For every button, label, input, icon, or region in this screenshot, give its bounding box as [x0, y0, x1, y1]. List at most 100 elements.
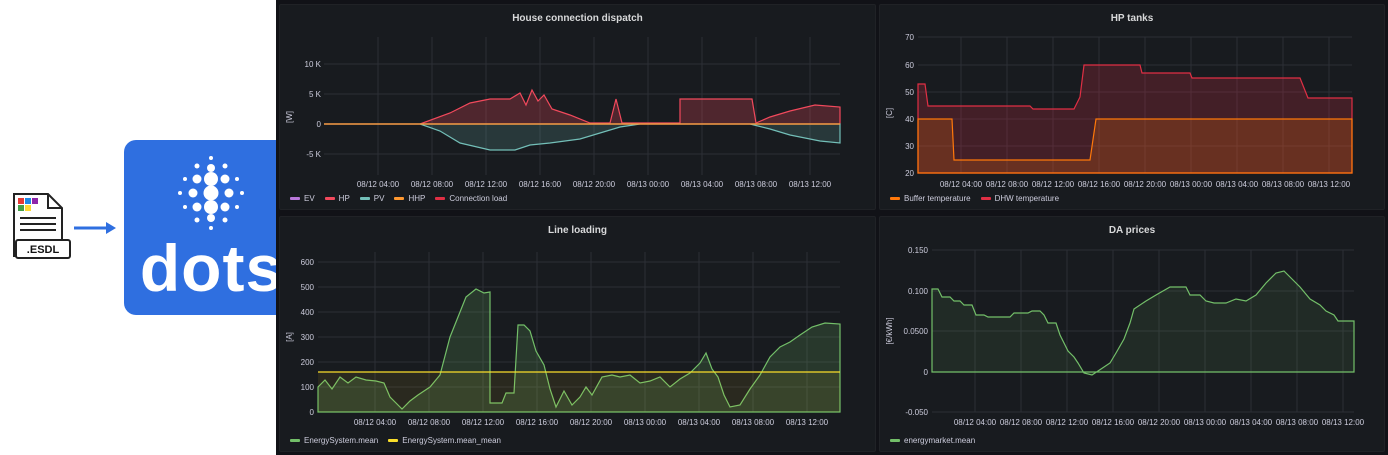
x-tick: 08/12 20:00 [573, 180, 616, 189]
legend-label: PV [373, 194, 385, 203]
legend-swatch [394, 197, 405, 200]
panel-title: House connection dispatch [512, 13, 643, 24]
x-tick: 08/12 16:00 [519, 180, 562, 189]
x-tick: 08/13 04:00 [678, 418, 721, 427]
x-tick: 08/12 04:00 [954, 418, 997, 427]
y-tick: 70 [905, 33, 914, 42]
y-tick: 60 [905, 61, 914, 70]
x-tick: 08/12 20:00 [1138, 418, 1181, 427]
y-tick: -0.050 [905, 408, 928, 417]
y-tick: 200 [301, 358, 315, 367]
panel-title: DA prices [1108, 225, 1156, 236]
y-tick: 0 [310, 408, 315, 417]
line-loading-chart: 600 500 400 300 200 100 0 [A] 08/12 04:0… [285, 252, 841, 427]
legend-item[interactable]: HHP [394, 194, 425, 203]
legend-swatch [359, 197, 370, 200]
y-tick: 50 [905, 88, 914, 97]
legend-label: Connection load [449, 194, 508, 203]
x-tick: 08/13 12:00 [1308, 180, 1351, 189]
panel-hp-tanks[interactable]: HP tanks 70 60 50 40 30 20 [C] 08 [879, 4, 1385, 210]
legend-label: energymarket.mean [904, 436, 976, 445]
y-tick: 300 [301, 333, 315, 342]
panel-title: Line loading [548, 225, 607, 236]
legend-item[interactable]: Connection load [435, 194, 507, 203]
y-tick: -5 K [306, 150, 321, 159]
dots-logo: dots [124, 140, 299, 315]
x-tick: 08/13 04:00 [1230, 418, 1273, 427]
legend-swatch [890, 197, 900, 200]
legend-item[interactable]: HP [324, 194, 350, 203]
hp-chart: 70 60 50 40 30 20 [C] 08/12 04:00 08/12 … [885, 33, 1353, 189]
y-tick: 600 [301, 258, 315, 267]
legend-item[interactable]: Buffer temperature [890, 194, 971, 203]
y-tick: 0.150 [908, 246, 929, 255]
y-tick: 30 [905, 142, 914, 151]
legend-item[interactable]: DHW temperature [980, 194, 1059, 203]
esdl-label: .ESDL [27, 244, 60, 256]
da-prices-chart: 0.150 0.100 0.0500 0 -0.050 [€/kWh] 08/1… [885, 246, 1365, 427]
y-tick: 0.0500 [904, 327, 929, 336]
x-tick: 08/13 12:00 [786, 418, 829, 427]
legend-swatch [324, 197, 335, 200]
x-tick: 08/12 08:00 [986, 180, 1029, 189]
legend-label: EnergySystem.mean [304, 436, 379, 445]
x-tick: 08/12 12:00 [1032, 180, 1075, 189]
legend-item[interactable]: EV [290, 194, 315, 203]
legend-item[interactable]: energymarket.mean [890, 436, 975, 445]
legend-label: EnergySystem.mean_mean [402, 436, 501, 445]
legend-item[interactable]: EnergySystem.mean [290, 436, 378, 445]
x-tick: 08/12 04:00 [354, 418, 397, 427]
x-tick: 08/13 08:00 [1262, 180, 1305, 189]
x-tick: 08/12 20:00 [1124, 180, 1167, 189]
y-axis-unit: [W] [285, 111, 294, 123]
legend-swatch [388, 439, 399, 442]
panel-line-loading[interactable]: Line loading 600 500 400 300 200 100 0 [… [279, 216, 876, 452]
x-tick: 08/12 16:00 [1078, 180, 1121, 189]
x-tick: 08/13 00:00 [1170, 180, 1213, 189]
x-tick: 08/13 00:00 [1184, 418, 1227, 427]
x-tick: 08/12 12:00 [465, 180, 508, 189]
x-tick: 08/13 08:00 [1276, 418, 1319, 427]
x-tick: 08/12 20:00 [570, 418, 613, 427]
x-tick: 08/13 12:00 [1322, 418, 1365, 427]
arrow-right-icon [72, 221, 116, 234]
house-chart: 10 K 5 K 0 -5 K [W] 08/12 04:00 08/12 08… [285, 37, 841, 189]
x-tick: 08/13 12:00 [789, 180, 832, 189]
legend-label: Buffer temperature [904, 194, 971, 203]
x-tick: 08/12 08:00 [1000, 418, 1043, 427]
series-pv-area [324, 123, 841, 151]
legend: EnergySystem.mean EnergySystem.mean_mean [290, 436, 501, 445]
x-tick: 08/12 12:00 [1046, 418, 1089, 427]
legend: energymarket.mean [890, 436, 975, 445]
legend-label: EV [304, 194, 315, 203]
x-tick: 08/12 12:00 [462, 418, 505, 427]
x-tick: 08/13 04:00 [1216, 180, 1259, 189]
series-energymarket-mean-area [931, 270, 1355, 376]
y-tick: 5 K [309, 90, 322, 99]
legend-swatch [890, 439, 900, 442]
series-buffer-area [917, 118, 1353, 174]
legend: EV HP PV HHP Connection load [290, 194, 507, 203]
series-energysystem-mean-area [317, 288, 841, 413]
legend-swatch [435, 197, 446, 200]
legend-item[interactable]: PV [359, 194, 385, 203]
legend-label: HP [338, 194, 350, 203]
panel-house-connection-dispatch[interactable]: House connection dispatch 10 K 5 K 0 -5 … [279, 4, 876, 210]
x-tick: 08/12 16:00 [1092, 418, 1135, 427]
legend: Buffer temperature DHW temperature [890, 194, 1059, 203]
legend-label: HHP [408, 194, 426, 203]
x-tick: 08/12 04:00 [940, 180, 983, 189]
legend-item[interactable]: EnergySystem.mean_mean [388, 436, 501, 445]
y-tick: 0 [317, 120, 322, 129]
dots-pattern-icon [178, 156, 244, 230]
y-axis-unit: [A] [285, 332, 294, 342]
panel-title: HP tanks [1110, 13, 1154, 24]
y-axis-unit: [€/kWh] [885, 317, 894, 344]
logo-text: dots [139, 231, 284, 305]
panel-da-prices[interactable]: DA prices 0.150 0.100 0.0500 0 -0.050 [€… [879, 216, 1385, 452]
y-tick: 10 K [305, 60, 322, 69]
esdl-file-icon: .ESDL [10, 192, 72, 266]
x-tick: 08/13 00:00 [624, 418, 667, 427]
x-tick: 08/13 00:00 [627, 180, 670, 189]
dashboard: House connection dispatch 10 K 5 K 0 -5 … [276, 0, 1388, 455]
